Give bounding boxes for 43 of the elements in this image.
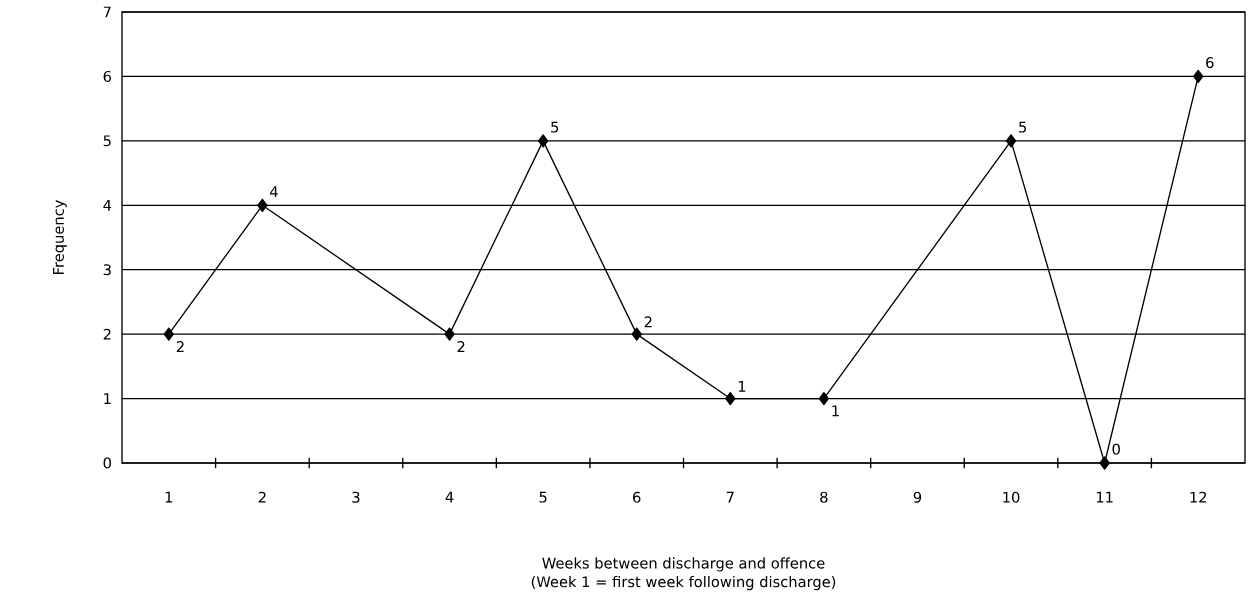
text: (Week 1 = first week following discharge) <box>531 575 836 591</box>
y-tick-label: 6 <box>103 70 112 82</box>
y-tick-label: 0 <box>103 457 111 469</box>
y-tick-label: 4 <box>103 199 112 211</box>
point <box>537 134 549 148</box>
data-label: 0 <box>1112 443 1120 455</box>
x-tick-label: 7 <box>726 491 734 503</box>
x-tick-label: 1 <box>165 491 173 503</box>
point <box>631 327 642 341</box>
data-label: 1 <box>738 380 746 392</box>
x-axis-title: Weeks between discharge and offence <box>542 557 825 572</box>
point <box>444 327 455 341</box>
x-tick-label: 10 <box>1003 491 1020 503</box>
data-label: 1 <box>832 405 839 417</box>
x-tick-label: 6 <box>633 491 641 503</box>
point <box>163 327 174 341</box>
data-label: 6 <box>1206 57 1214 69</box>
x-tick-label: 12 <box>1190 491 1207 503</box>
point <box>1099 456 1110 470</box>
x-tick-label: 4 <box>445 491 454 503</box>
data-label: 4 <box>270 186 278 198</box>
y-axis-title: Frequency <box>53 200 67 274</box>
x-tick-label: 8 <box>820 491 828 503</box>
x-tick-label: 2 <box>258 491 266 503</box>
x-tick-label: 9 <box>913 491 922 503</box>
point <box>725 391 736 406</box>
y-tick-label: 1 <box>104 393 111 404</box>
data-label: 5 <box>551 121 559 133</box>
data-label: 2 <box>457 341 465 352</box>
data-label: 5 <box>1019 121 1027 133</box>
data-label: 2 <box>644 316 652 328</box>
y-tick-label: 7 <box>103 6 111 18</box>
point <box>257 198 268 212</box>
x-tick-label: 3 <box>352 491 360 503</box>
x-tick-label: 5 <box>539 491 547 503</box>
point <box>818 391 830 406</box>
y-tick-label: 3 <box>103 264 111 276</box>
point <box>1005 134 1017 148</box>
x-tick-label: 11 <box>1096 491 1113 503</box>
data-label: 2 <box>176 341 184 352</box>
point <box>1193 69 1204 84</box>
y-tick-label: 5 <box>103 135 111 147</box>
y-tick-label: 2 <box>103 328 111 340</box>
